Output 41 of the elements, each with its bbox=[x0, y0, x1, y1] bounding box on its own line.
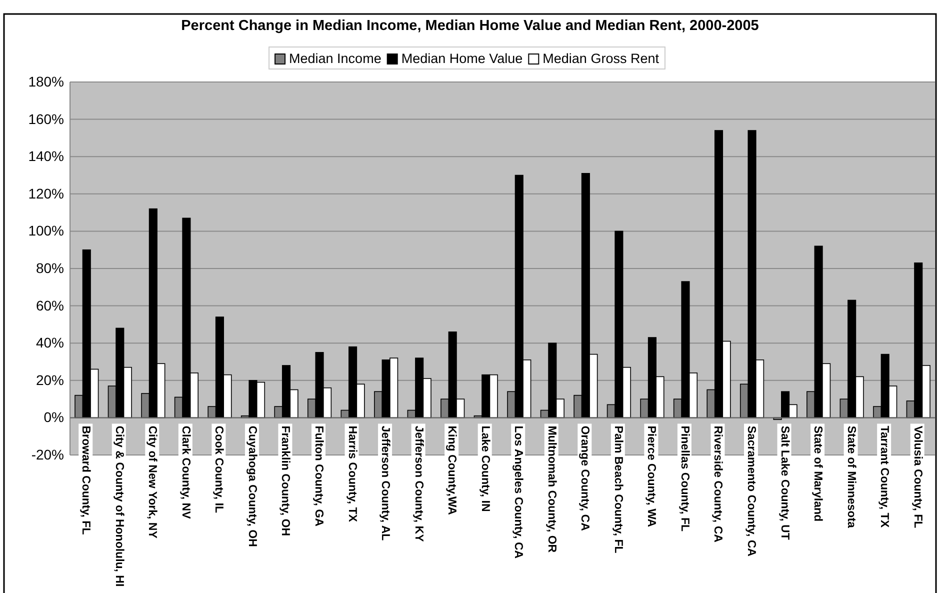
x-tick-label: Volusia County, FL bbox=[911, 426, 924, 528]
x-tick-label: Fulton County, GA bbox=[312, 426, 324, 526]
x-tick-label: Franklin County, OH bbox=[279, 426, 292, 536]
x-tick-label: Clark County, NV bbox=[179, 426, 192, 520]
y-tick-label: 60% bbox=[36, 297, 64, 314]
x-tick-label: Multnomah County, OR bbox=[545, 426, 558, 554]
y-tick-label: 160% bbox=[28, 110, 64, 127]
y-tick-label: 0% bbox=[44, 409, 64, 426]
legend-label: Median Income bbox=[289, 51, 382, 66]
y-tick-label: 120% bbox=[28, 185, 64, 202]
x-tick-label: State of Minnesota bbox=[844, 426, 857, 529]
x-tick-label: King County,WA bbox=[446, 426, 458, 515]
y-tick-label: 100% bbox=[28, 222, 64, 239]
x-tick-label: Cook County, IL bbox=[212, 426, 225, 514]
y-tick-label: 20% bbox=[36, 372, 64, 388]
chart-title: Percent Change in Median Income, Median Home Value and Median Rent, 2000-2005 bbox=[181, 18, 759, 34]
x-tick-label: Broward County, FL bbox=[80, 426, 92, 535]
x-tick-label: Lake County, IN bbox=[478, 426, 491, 512]
x-tick-label: Cuyahoga County, OH bbox=[246, 426, 258, 547]
x-tick-label: Jefferson County, AL bbox=[379, 426, 392, 541]
x-tick-label: City of New York, NY bbox=[146, 426, 158, 539]
x-tick-label: Palm Beach County, FL bbox=[612, 426, 624, 554]
x-tick-label: Pinellas County, FL bbox=[678, 426, 690, 532]
y-tick-label: 180% bbox=[28, 73, 64, 90]
x-tick-label: Riverside County, CA bbox=[712, 426, 724, 542]
legend-label: Median Gross Rent bbox=[542, 51, 660, 66]
x-tick-label: Harris County, TX bbox=[346, 426, 358, 522]
x-tick-label: Pierce County, WA bbox=[645, 426, 658, 528]
x-tick-label: Salt Lake County, UT bbox=[778, 426, 790, 540]
x-tick-label: Sacramento County, CA bbox=[744, 426, 757, 556]
x-tick-label: Tarrant County, TX bbox=[878, 426, 890, 528]
legend-label: Median Home Value bbox=[401, 51, 523, 66]
x-tick-label: State of Maryland bbox=[812, 426, 824, 522]
x-tick-label: Jefferson County, KY bbox=[412, 426, 424, 542]
x-tick-label: Orange County, CA bbox=[578, 426, 591, 531]
y-tick-label: 140% bbox=[28, 148, 64, 164]
y-tick-label: 40% bbox=[36, 334, 64, 351]
x-tick-label: Los Angeles County, CA bbox=[512, 426, 524, 559]
y-tick-label: -20% bbox=[31, 446, 64, 462]
y-tick-label: 80% bbox=[36, 260, 64, 276]
x-tick-label: City & County of Honolulu, HI bbox=[112, 426, 125, 587]
